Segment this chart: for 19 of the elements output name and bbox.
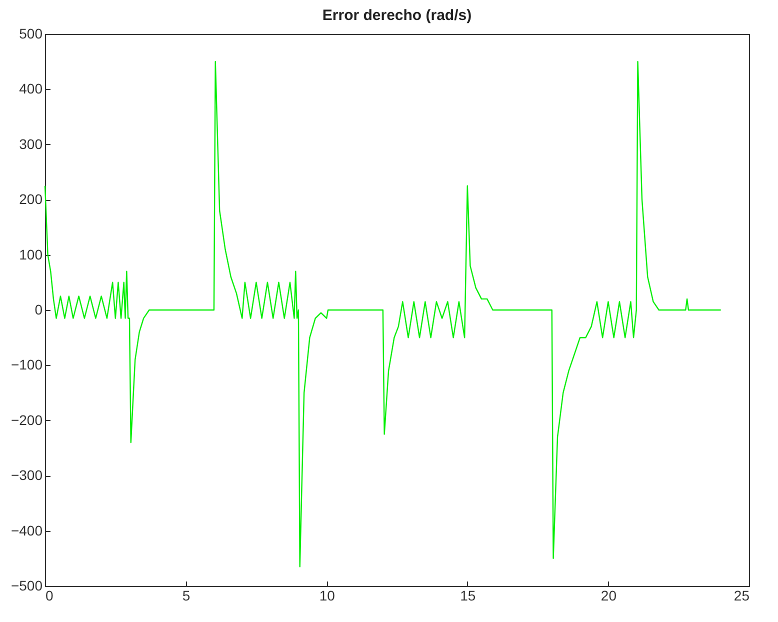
y-tick-label: −300 (10, 467, 43, 484)
line-series (44, 61, 722, 568)
y-tick-label: 100 (19, 246, 43, 262)
x-tick-label: 5 (182, 588, 190, 604)
x-tick-label: 20 (600, 588, 617, 604)
x-tick-label: 15 (460, 588, 476, 604)
x-tick-label: 10 (319, 588, 336, 604)
y-tick-label: 400 (19, 80, 43, 97)
y-tick-label: 0 (34, 302, 43, 318)
x-tick-label: 0 (46, 588, 54, 604)
y-tick-label: 500 (19, 26, 43, 42)
y-tick-label: −500 (10, 578, 43, 594)
y-tick-label: −200 (10, 412, 43, 428)
chart-title: Error derecho (rad/s) (322, 7, 472, 24)
y-tick-label: −400 (10, 522, 43, 538)
y-tick-label: −100 (10, 356, 43, 373)
y-tick-label: 200 (19, 191, 43, 208)
y-tick-label: 300 (19, 136, 43, 152)
x-tick-label: 25 (734, 588, 750, 604)
